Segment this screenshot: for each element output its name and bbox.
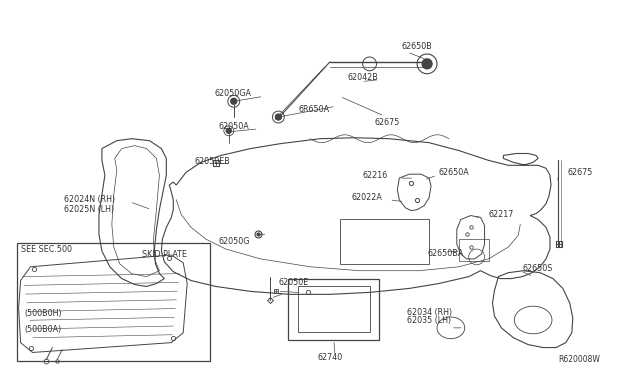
Bar xyxy=(459,239,488,261)
Text: (500B0A): (500B0A) xyxy=(24,326,62,334)
Text: 62650A: 62650A xyxy=(439,168,470,177)
Text: 62217: 62217 xyxy=(488,210,514,219)
Text: (500B0H): (500B0H) xyxy=(24,308,62,318)
Circle shape xyxy=(422,59,432,69)
Text: 62025N (LH): 62025N (LH) xyxy=(64,205,115,214)
Text: 62650B: 62650B xyxy=(401,42,432,51)
Bar xyxy=(17,243,210,361)
Text: 62050GA: 62050GA xyxy=(215,89,252,98)
Text: 62050A: 62050A xyxy=(219,122,250,131)
Text: 62035 (LH): 62035 (LH) xyxy=(407,317,451,326)
Circle shape xyxy=(231,98,237,104)
Circle shape xyxy=(275,114,282,120)
Text: 62024N (RH): 62024N (RH) xyxy=(64,195,115,204)
Text: SKID PLATE: SKID PLATE xyxy=(141,250,187,259)
Text: R620008W: R620008W xyxy=(558,355,600,364)
Text: 62050EB: 62050EB xyxy=(194,157,230,166)
Text: 62675: 62675 xyxy=(568,168,593,177)
Text: 62650BA: 62650BA xyxy=(427,250,463,259)
Bar xyxy=(340,219,429,264)
Text: 62050G: 62050G xyxy=(219,237,250,246)
Bar xyxy=(288,279,380,340)
Text: 62034 (RH): 62034 (RH) xyxy=(407,308,452,317)
Text: SEE SEC.500: SEE SEC.500 xyxy=(20,244,72,254)
Circle shape xyxy=(227,128,231,133)
Text: 62042B: 62042B xyxy=(348,73,378,82)
Text: 62216: 62216 xyxy=(363,171,388,180)
Text: 62740: 62740 xyxy=(317,353,342,362)
Bar xyxy=(298,286,369,332)
Text: 6R650A: 6R650A xyxy=(298,105,330,114)
Text: 62022A: 62022A xyxy=(352,193,383,202)
Text: 62650S: 62650S xyxy=(522,264,552,273)
Text: 62050E: 62050E xyxy=(278,278,308,287)
Text: 62675: 62675 xyxy=(374,118,400,128)
